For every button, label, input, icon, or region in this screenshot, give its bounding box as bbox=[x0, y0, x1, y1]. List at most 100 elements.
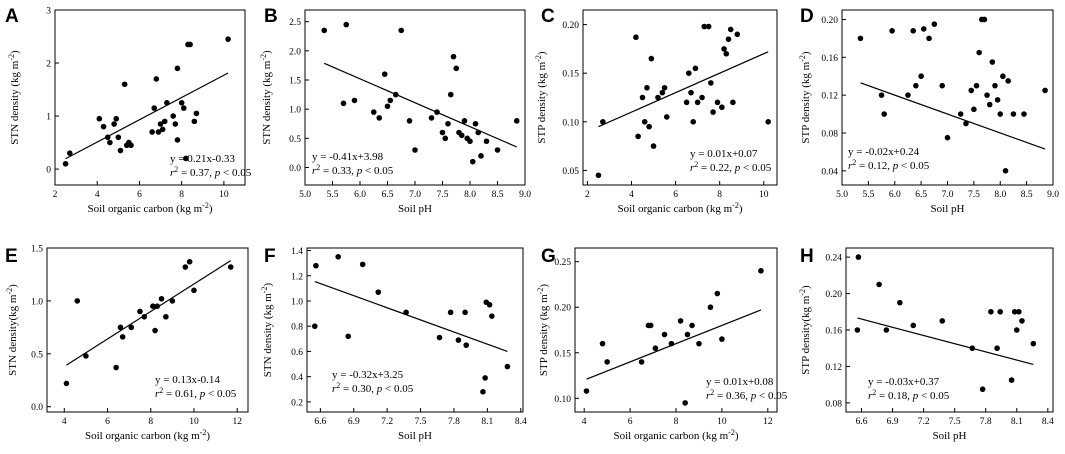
x-tick-label: 8.0 bbox=[994, 190, 1006, 200]
data-point bbox=[734, 31, 741, 38]
data-point bbox=[727, 26, 734, 33]
y-tick-label: 0.10 bbox=[554, 395, 571, 405]
data-point bbox=[595, 172, 602, 179]
x-axis-label-c: Soil organic carbon (kg m-2) bbox=[617, 201, 742, 216]
data-point bbox=[412, 147, 418, 153]
data-point bbox=[107, 139, 113, 146]
data-point bbox=[442, 135, 449, 142]
x-tick-label: 10 bbox=[759, 190, 769, 200]
regression-stats-g: r2 = 0.36, p < 0.05 bbox=[706, 388, 788, 403]
data-point bbox=[705, 23, 712, 30]
data-point bbox=[994, 97, 1001, 103]
y-axis-label-b: STN density (kg m-2) bbox=[259, 50, 274, 145]
y-tick-label: 0.4 bbox=[291, 373, 303, 383]
x-tick-label: 12 bbox=[763, 417, 773, 427]
data-point bbox=[997, 111, 1004, 117]
plot-frame-c bbox=[582, 9, 778, 186]
data-point bbox=[647, 322, 654, 329]
x-tick-label: 8.1 bbox=[1011, 417, 1023, 427]
data-point bbox=[684, 331, 691, 338]
data-point bbox=[447, 309, 454, 316]
data-point bbox=[1016, 308, 1022, 315]
data-point bbox=[398, 27, 405, 34]
data-point bbox=[876, 281, 882, 288]
panel-letter-f: F bbox=[264, 246, 276, 267]
x-tick-label: 6.9 bbox=[348, 417, 360, 427]
data-point bbox=[583, 388, 590, 394]
data-point bbox=[489, 313, 495, 319]
x-tick-label: 6 bbox=[628, 417, 633, 427]
x-tick-label: 7.0 bbox=[942, 190, 954, 200]
x-tick-label: 8 bbox=[717, 190, 722, 200]
y-tick-label: 0 bbox=[46, 166, 51, 176]
plot-frame-f bbox=[306, 247, 524, 413]
data-point bbox=[174, 137, 181, 143]
data-point bbox=[682, 400, 688, 406]
data-point bbox=[989, 59, 996, 65]
x-tick-label: 8.0 bbox=[464, 190, 476, 200]
y-tick-label: 0.8 bbox=[291, 323, 303, 333]
x-tick-label: 6.5 bbox=[915, 190, 927, 200]
data-point bbox=[696, 340, 702, 347]
data-point bbox=[659, 89, 666, 96]
x-tick-label: 4 bbox=[62, 417, 67, 427]
data-point bbox=[694, 99, 701, 106]
data-point bbox=[164, 100, 170, 106]
regression-line-d bbox=[860, 82, 1046, 150]
data-point bbox=[926, 35, 932, 42]
data-point bbox=[854, 327, 861, 333]
y-tick-label: 0.6 bbox=[291, 348, 303, 358]
data-point bbox=[1000, 73, 1006, 80]
x-axis-label-b: Soil pH bbox=[398, 203, 432, 215]
data-point bbox=[1013, 327, 1020, 333]
data-point bbox=[944, 134, 951, 141]
y-tick-label: 1.0 bbox=[289, 106, 301, 116]
data-point bbox=[153, 76, 160, 82]
data-point bbox=[686, 70, 692, 76]
x-tick-label: 7.8 bbox=[448, 417, 460, 427]
data-point bbox=[183, 155, 189, 162]
data-point bbox=[149, 129, 155, 135]
data-point bbox=[458, 132, 465, 139]
x-tick-label: 10 bbox=[189, 417, 199, 427]
y-tick-label: 1.5 bbox=[31, 245, 43, 255]
data-point bbox=[650, 143, 657, 149]
data-point bbox=[115, 134, 122, 141]
x-tick-label: 6.9 bbox=[887, 417, 899, 427]
data-point bbox=[384, 103, 391, 110]
y-tick-label: 1 bbox=[46, 113, 51, 123]
y-tick-label: 2.0 bbox=[289, 47, 301, 57]
data-point bbox=[117, 147, 124, 154]
data-point bbox=[979, 386, 986, 393]
y-tick-label: 0.16 bbox=[821, 54, 838, 64]
data-point bbox=[910, 322, 917, 329]
regression-equation-g: y = 0.01x+0.08 bbox=[706, 376, 774, 388]
data-point bbox=[403, 309, 409, 316]
y-tick-label: 0.0 bbox=[289, 164, 301, 174]
x-axis-label-g: Soil organic carbon (kg m-2) bbox=[613, 428, 738, 443]
data-point bbox=[172, 121, 179, 127]
data-point bbox=[104, 134, 111, 141]
x-tick-label: 12 bbox=[232, 417, 242, 427]
panel-b: 5.0 5.5 6.0 6.5 7.0 7.5 8.0 8.5 9.0 0.0 0.5 1.0 1.5 2… bbox=[259, 6, 532, 215]
data-point bbox=[151, 105, 158, 111]
panel-g: 4 6 8 10 12 0.10 0.15 0.20 0.25G Soil organic car… bbox=[536, 246, 788, 442]
x-tick-label: 4 bbox=[582, 417, 587, 427]
x-axis-label-d: Soil pH bbox=[931, 203, 965, 215]
data-point bbox=[455, 337, 462, 343]
regression-line-b bbox=[324, 62, 517, 148]
regression-equation-a: y = 0.21x-0.33 bbox=[170, 153, 235, 165]
data-point bbox=[113, 115, 120, 122]
data-point bbox=[370, 109, 377, 115]
data-point bbox=[765, 119, 771, 125]
regression-line-a bbox=[65, 72, 229, 160]
data-point bbox=[513, 118, 520, 124]
data-point bbox=[644, 84, 650, 91]
x-tick-label: 8.4 bbox=[1042, 417, 1054, 427]
data-point bbox=[163, 313, 169, 320]
x-tick-label: 9.0 bbox=[1047, 190, 1059, 200]
data-point bbox=[641, 119, 648, 125]
data-point bbox=[648, 55, 655, 62]
regression-line-c bbox=[598, 51, 769, 128]
y-tick-label: 0.12 bbox=[821, 92, 838, 102]
